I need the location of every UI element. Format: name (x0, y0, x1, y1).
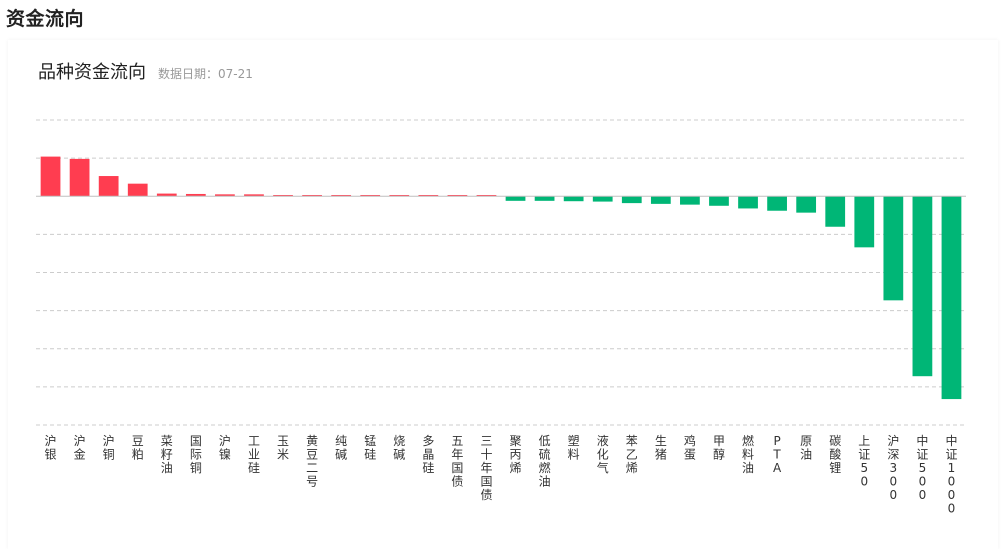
x-tick-label: 工业硅 (248, 434, 260, 475)
card-header: 品种资金流向 数据日期： 07-21 (38, 58, 253, 84)
bar (127, 183, 148, 197)
bar (738, 196, 758, 209)
x-tick-label: 菜籽油 (161, 434, 173, 475)
bar (941, 196, 962, 400)
bar (709, 196, 729, 206)
x-tick-label: 甲醇 (713, 434, 725, 462)
x-tick-label: 国际铜 (190, 434, 202, 475)
bar (505, 196, 526, 201)
bar (360, 195, 381, 197)
x-tick-label: 玉米 (277, 434, 289, 462)
x-tick-label: 沪金 (74, 434, 86, 462)
fund-flow-card: 品种资金流向 数据日期： 07-21 沪银 沪金 沪铜 豆粕 菜籽油 国际铜 沪镍 工业硅 玉米… (8, 40, 998, 549)
x-tick-label: 沪银 (45, 434, 57, 462)
bar (796, 196, 817, 213)
date-value: 07-21 (218, 67, 253, 81)
x-tick-label: 苯乙烯 (626, 434, 638, 475)
bar (883, 196, 904, 301)
x-tick-label: 生猪 (655, 434, 667, 462)
bar (621, 196, 642, 204)
x-tick-label: 中证 5 0 0 (916, 433, 928, 502)
bar (418, 195, 439, 197)
bar (98, 176, 119, 197)
bar (447, 195, 468, 197)
x-tick-label: 液化气 (597, 433, 609, 475)
bar (592, 196, 613, 202)
x-tick-label: 原油 (800, 434, 812, 462)
bar (156, 193, 177, 197)
x-tick-label: 低硫燃油 (539, 434, 551, 489)
x-tick-label: 上证 5 0 (858, 434, 870, 489)
x-tick-label: 锰硅 (364, 433, 376, 462)
x-tick-label: 中证 1 0 0 0 (945, 433, 957, 516)
bar (854, 196, 875, 248)
page-title: 资金流向 (6, 8, 85, 30)
bar (215, 194, 235, 197)
bar (534, 196, 555, 201)
x-tick-label: 聚丙烯 (510, 434, 522, 475)
bar (389, 195, 410, 197)
bar (331, 195, 352, 197)
x-tick-label: 沪镍 (219, 434, 231, 462)
x-tick-label: 沪铜 (103, 434, 115, 462)
x-tick-label: 黄豆二号 (306, 434, 318, 489)
x-tick-label: 鸡蛋 (684, 433, 696, 462)
bar (40, 156, 61, 197)
x-tick-label: 三十年国债 (480, 434, 492, 502)
bar (244, 194, 264, 197)
x-tick-label: 豆粕 (132, 434, 144, 462)
bar (302, 195, 322, 197)
bar (69, 158, 90, 197)
card-title: 品种资金流向 (38, 62, 146, 83)
bar (476, 195, 497, 197)
bar (912, 196, 933, 377)
x-tick-label: 五年国债 (451, 434, 463, 489)
x-tick-label: 碳酸锂 (829, 434, 841, 475)
bar (185, 193, 206, 197)
x-tick-label: 多晶硅 (422, 434, 434, 475)
bar (273, 195, 293, 197)
x-tick-label: 烧碱 (393, 434, 405, 462)
date-label: 数据日期： (158, 67, 219, 81)
bar (680, 196, 700, 205)
bar (825, 196, 846, 227)
bar (650, 196, 671, 204)
x-tick-label: 燃料油 (742, 433, 754, 475)
bar (563, 196, 584, 202)
x-tick-label: 沪深 3 0 0 (887, 434, 899, 502)
x-tick-label: 纯碱 (335, 434, 347, 462)
bar (767, 196, 787, 211)
x-tick-label: 塑料 (568, 433, 580, 462)
